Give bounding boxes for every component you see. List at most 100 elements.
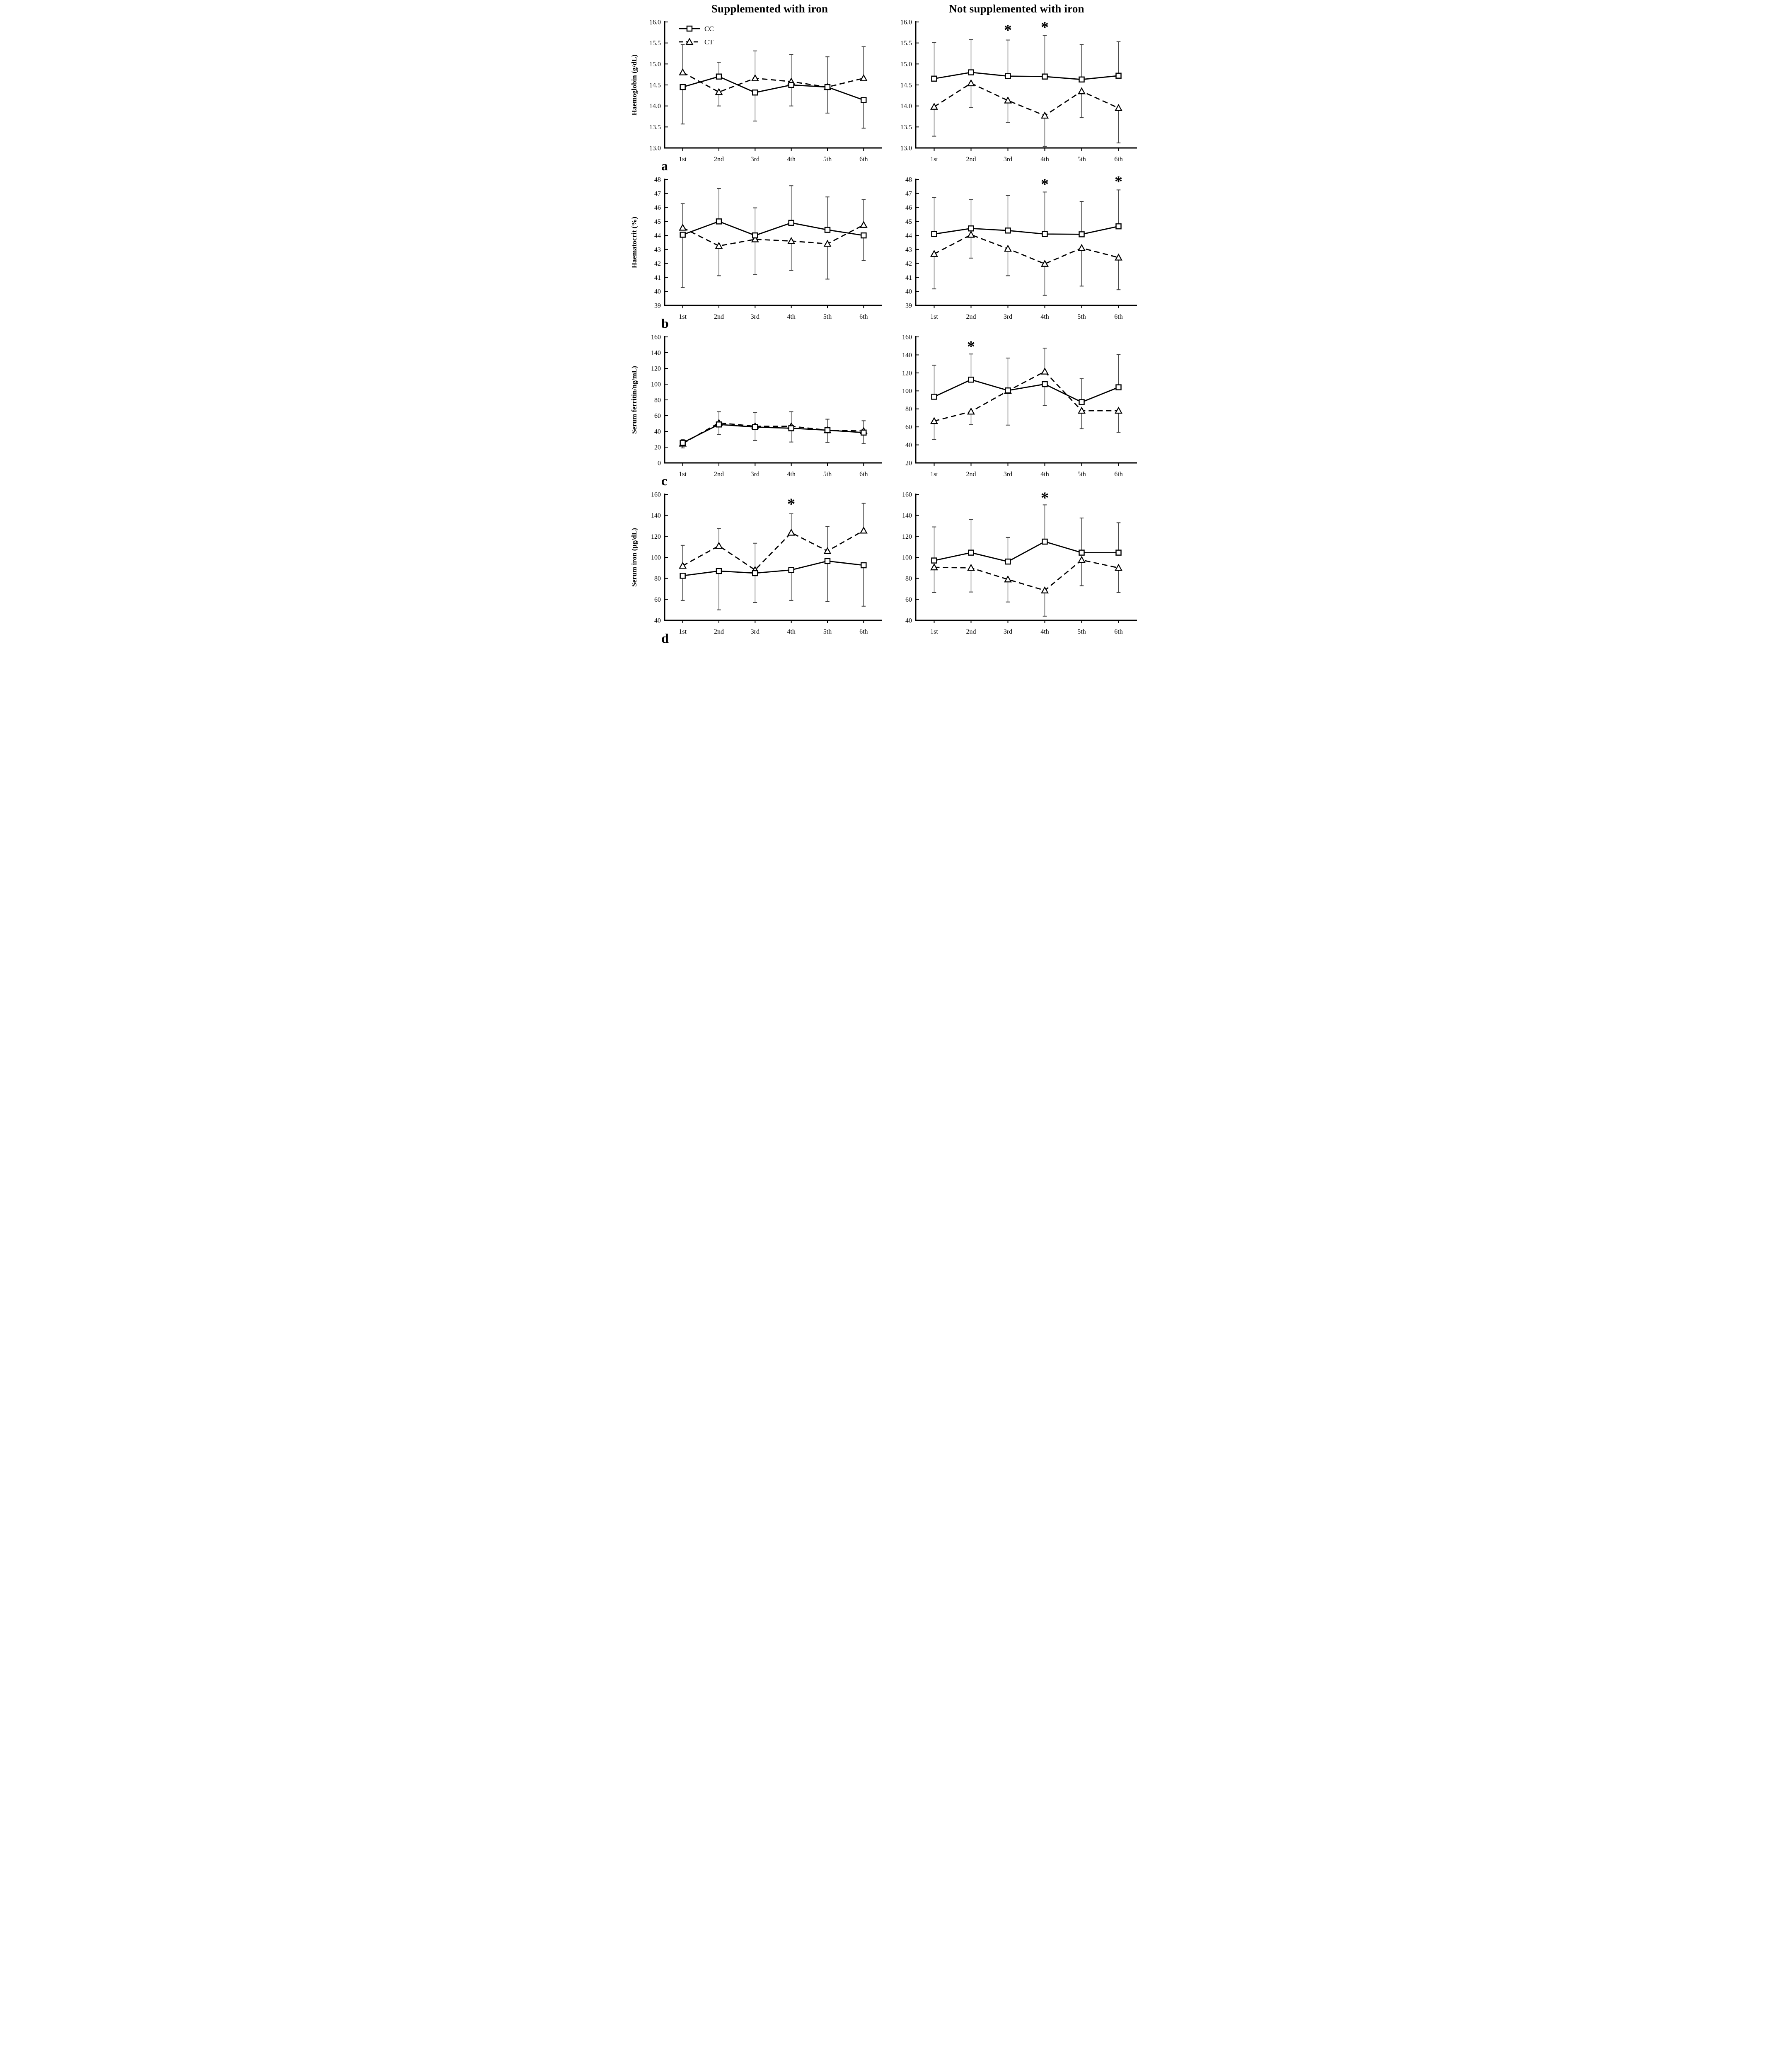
marker-square-CC: [788, 567, 794, 573]
marker-square-CC: [824, 227, 830, 233]
y-tick-label: 20: [905, 460, 912, 467]
chart-haemoglobin-not-supplemented: 13.0 13.5 14.0 14.5 15.0 15.5 16.0 1st 2nd 3rd 4th…: [891, 16, 1142, 173]
marker-square-CC: [1004, 73, 1011, 79]
x-tick-label: 3rd: [750, 156, 759, 163]
marker-square-CC: [824, 84, 830, 90]
series-markers-CC: [931, 538, 1122, 565]
x-tick-label: 3rd: [750, 471, 759, 478]
marker-triangle-CT: [1040, 586, 1049, 593]
marker-square-CC: [1041, 538, 1048, 545]
y-tick-label: 160: [651, 491, 661, 498]
marker-triangle-CT: [1114, 564, 1122, 571]
axes: 0 20 40 60 80 100 120 140 160 1st 2nd 3rd 4th 5th 6th: [651, 334, 882, 478]
marker-triangle-CT: [1077, 407, 1086, 414]
marker-square-CC: [1115, 549, 1122, 556]
marker-triangle-CT: [1004, 96, 1012, 104]
legend: CC CT: [678, 25, 714, 46]
y-tick-label: 120: [651, 365, 661, 372]
marker-triangle-CT: [751, 74, 759, 81]
y-tick-label: 48: [654, 176, 661, 183]
y-tick-label: 100: [902, 554, 912, 561]
marker-square-CC: [1115, 223, 1122, 230]
significance-asterisk: *: [1115, 174, 1122, 190]
y-tick-label: 40: [654, 617, 661, 624]
marker-square-CC: [1078, 399, 1085, 405]
marker-square-CC: [1041, 73, 1048, 80]
axes: 39 40 41 42 43 44 45 46 47 48 1st 2nd 3rd 4th 5th 6th: [905, 176, 1137, 320]
x-tick-label: 4th: [1040, 628, 1049, 635]
chart-haematocrit-supplemented: 39 40 41 42 43 44 45 46 47 48 1st 2nd 3rd 4th 5th 6th Ha…: [628, 174, 887, 330]
y-tick-label: 15.0: [900, 61, 912, 68]
marker-square-CC: [968, 225, 974, 232]
y-axis-title: Haemoglobin (g/dL): [630, 55, 638, 116]
y-tick-label: 43: [654, 246, 661, 253]
marker-triangle-CT: [967, 79, 975, 87]
panel-letter: d: [661, 631, 669, 645]
y-tick-label: 39: [654, 302, 661, 309]
marker-triangle-CT: [930, 417, 938, 424]
x-tick-label: 3rd: [1003, 471, 1012, 478]
legend-label-ct: CT: [704, 38, 714, 46]
y-tick-label: 100: [651, 554, 661, 561]
x-tick-label: 4th: [787, 313, 795, 320]
series-line-CC: [934, 225, 1119, 235]
marker-triangle-CT: [930, 249, 938, 257]
error-bars: [932, 504, 1120, 617]
marker-square-CC: [788, 425, 794, 431]
chart-serum-ferritin-not-supplemented: 20 40 60 80 100 120 140 160 1st 2nd 3rd 4th 5th 6th *: [891, 331, 1142, 488]
series-line-CT: [934, 370, 1118, 422]
y-tick-label: 13.5: [900, 124, 912, 131]
marker-triangle-CT: [751, 235, 759, 242]
panel-letter: b: [661, 316, 669, 330]
x-tick-label: 1st: [930, 313, 938, 320]
y-tick-label: 160: [902, 491, 912, 498]
marker-square-CC: [716, 218, 722, 225]
x-tick-label: 3rd: [1003, 628, 1012, 635]
x-tick-label: 5th: [823, 628, 831, 635]
x-tick-label: 5th: [1077, 156, 1086, 163]
marker-square-CC: [860, 97, 867, 103]
axes: 13.0 13.5 14.0 14.5 15.0 15.5 16.0 1st 2nd 3rd 4th…: [900, 19, 1137, 163]
x-tick-label: 2nd: [966, 471, 976, 478]
marker-square-CC: [824, 558, 830, 564]
x-tick-label: 1st: [679, 156, 687, 163]
panel-haematocrit-not-supplemented: 39 40 41 42 43 44 45 46 47 48 1st 2nd 3rd 4th 5th 6th * *: [891, 174, 1142, 330]
y-tick-label: 20: [654, 444, 661, 451]
marker-triangle-CT: [715, 242, 723, 249]
y-tick-label: 47: [654, 190, 661, 197]
series-markers-CC: [931, 69, 1122, 83]
y-axis-title: Serum iron (µg/dL): [630, 528, 638, 587]
axes: 40 60 80 100 120 140 160 1st 2nd 3rd 4th 5th 6th: [651, 491, 882, 635]
y-tick-label: 160: [902, 334, 912, 341]
x-tick-label: 3rd: [1003, 313, 1012, 320]
x-tick-label: 6th: [1114, 156, 1122, 163]
y-tick-label: 120: [651, 533, 661, 540]
marker-triangle-CT: [859, 74, 868, 81]
x-tick-label: 2nd: [714, 156, 724, 163]
error-bars: [680, 503, 866, 610]
y-tick-label: 0: [658, 460, 661, 467]
marker-square-CC: [752, 570, 758, 576]
panel-serum-ferritin-supplemented: 0 20 40 60 80 100 120 140 160 1st 2nd 3rd 4th 5th 6th S…: [628, 331, 887, 488]
y-axis-title: Haematocrit (%): [630, 217, 638, 268]
x-tick-label: 3rd: [750, 313, 759, 320]
marker-square-CC: [1004, 387, 1011, 394]
legend-marker-square: [686, 25, 692, 32]
panel-grid: 13.0 13.5 14.0 14.5 15.0 15.5 16.0 1st 2nd 3rd 4th…: [628, 16, 1145, 645]
y-tick-label: 40: [654, 428, 661, 435]
marker-triangle-CT: [967, 564, 975, 571]
marker-triangle-CT: [678, 68, 687, 75]
marker-square-CC: [788, 82, 794, 88]
marker-square-CC: [931, 231, 937, 237]
marker-square-CC: [1004, 228, 1011, 234]
panel-haematocrit-supplemented: 39 40 41 42 43 44 45 46 47 48 1st 2nd 3rd 4th 5th 6th Ha…: [628, 174, 887, 330]
y-axis-title: Serum ferritin/ng/mL): [630, 366, 638, 434]
x-tick-label: 5th: [823, 313, 831, 320]
column-title-supplemented: Supplemented with iron: [711, 2, 828, 15]
y-tick-label: 140: [902, 512, 912, 519]
significance-asterisk: *: [967, 338, 975, 356]
marker-square-CC: [1041, 381, 1048, 387]
significance-asterisk: *: [787, 496, 795, 513]
marker-triangle-CT: [678, 562, 687, 569]
marker-triangle-CT: [1040, 111, 1049, 119]
